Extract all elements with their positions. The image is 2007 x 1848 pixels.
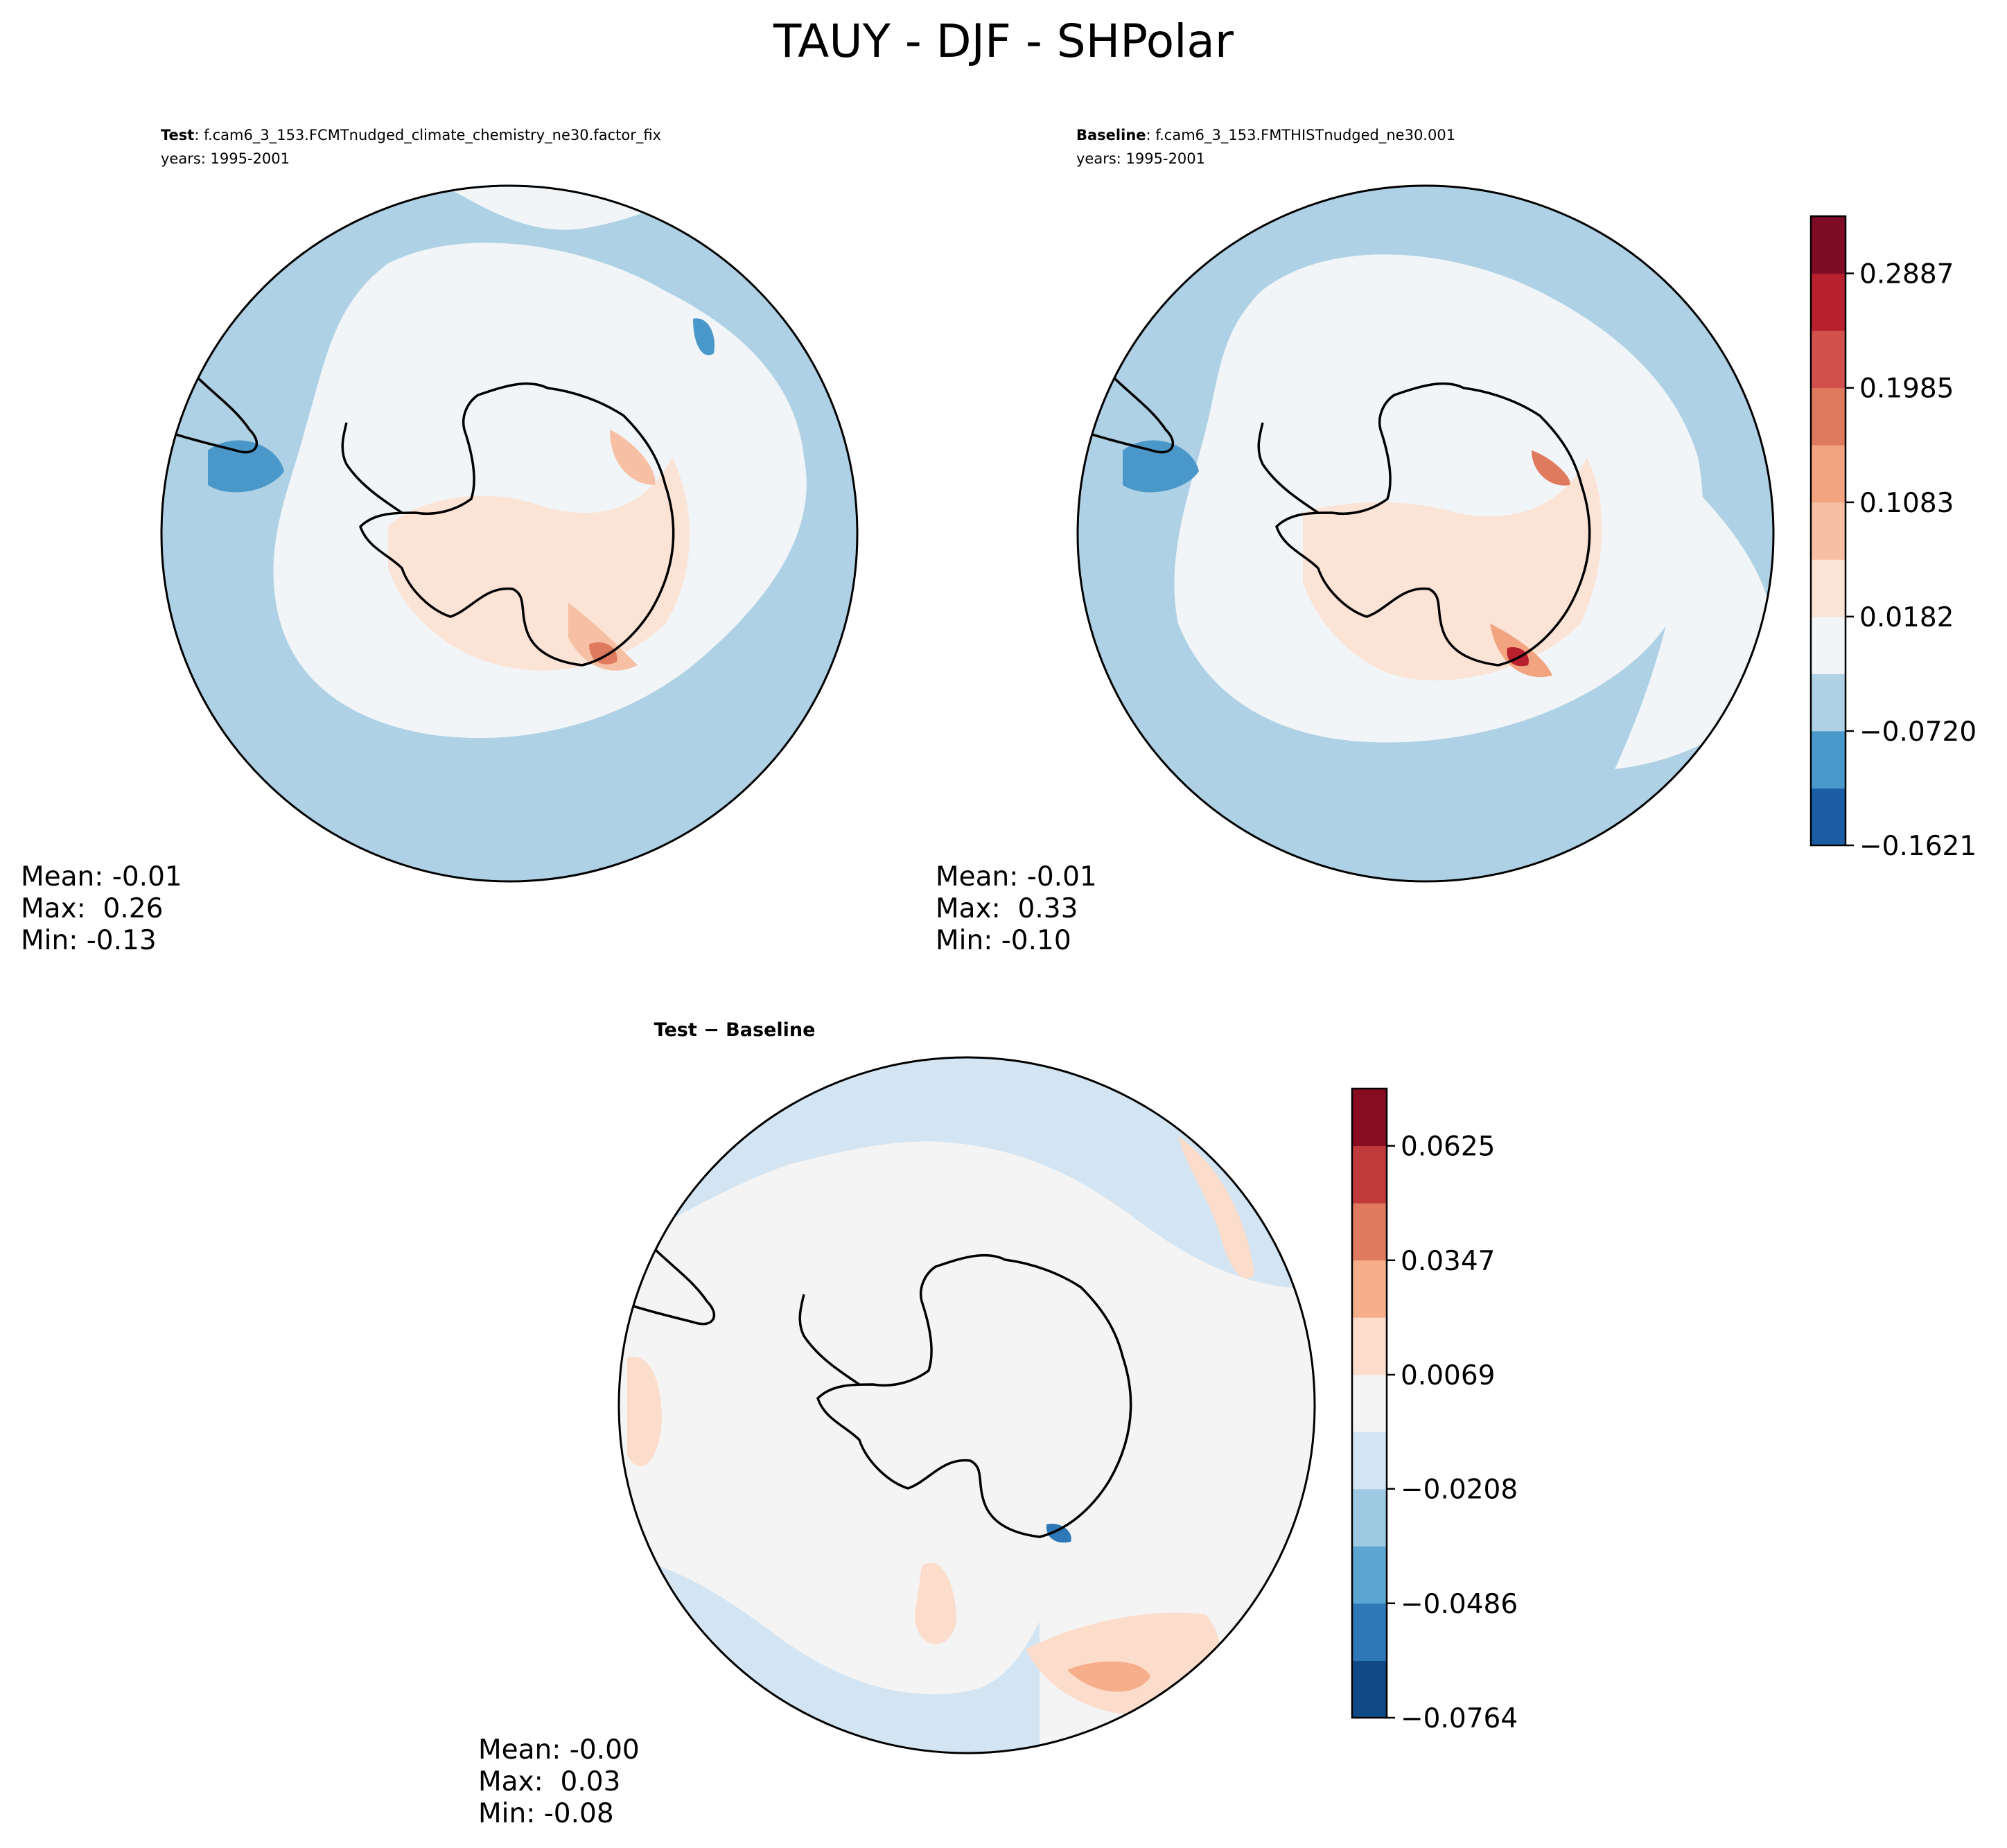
colorbar-diff-tick-label: −0.0486 [1401,1589,1518,1620]
colorbar-diff-segment [1352,1432,1387,1490]
colorbar-diff: −0.0764 −0.0486 −0.0208 0.0069 0.0347 0.0625 [1351,1087,1518,1734]
panel-test-label: Test: f.cam6_3_153.FCMTnudged_climate_ch… [161,127,661,144]
map-diff-south-america [619,1244,715,1326]
panel-diff-max: Max: 0.03 [478,1766,620,1797]
map-baseline-pos-east [1532,450,1570,486]
colorbar-main-tick-label: 0.0182 [1859,602,1954,633]
map-test-pos-east [610,430,656,485]
colorbar-main: −0.1621 −0.0720 0.0182 0.1083 0.1985 0.2887 [1809,215,1977,862]
panel-diff-min: Min: -0.08 [478,1798,614,1829]
map-test-near-zero-zone [273,243,807,739]
colorbar-main-tick-label: 0.1985 [1859,373,1954,405]
panel-test-mean: Mean: -0.01 [21,861,182,892]
map-test-neg-patch [208,440,284,493]
colorbar-diff-segment [1352,1145,1387,1204]
colorbar-diff-segment [1352,1260,1387,1318]
map-test-peninsula [341,422,403,514]
panel-baseline-years: years: 1995-2001 [1076,150,1205,167]
colorbar-diff-tick-label: 0.0625 [1401,1132,1495,1163]
map-diff-pos-ne [1178,1136,1254,1279]
map-diff-neg-band-north [619,1057,1315,1289]
colorbar-main-segment [1811,788,1846,846]
panel-baseline-label: Baseline: f.cam6_3_153.FMTHISTnudged_ne3… [1076,127,1455,144]
colorbar-diff-tick-label: 0.0347 [1401,1246,1495,1277]
figure-title: TAUY - DJF - SHPolar [773,15,1234,68]
map-test-pos-peak [589,642,617,665]
colorbar-main-segment [1811,273,1846,331]
map-diff-pos-peak [1067,1661,1150,1692]
panel-diff-label: Test − Baseline [654,1019,816,1041]
colorbar-main-tick-label: −0.0720 [1859,716,1977,748]
map-test-pos-zone-2 [568,603,638,671]
map-baseline [1078,186,1773,881]
panel-test-label-rest: : f.cam6_3_153.FCMTnudged_climate_chemis… [194,127,661,144]
colorbar-main-segment [1811,387,1846,446]
panel-test-max: Max: 0.26 [21,893,163,924]
panel-baseline: Baseline: f.cam6_3_153.FMTHISTnudged_ne3… [936,127,1775,956]
panel-baseline-label-rest: : f.cam6_3_153.FMTHISTnudged_ne30.001 [1146,127,1456,144]
map-baseline-boundary [1076,184,1775,883]
map-diff [619,1057,1315,1753]
panel-test-min: Min: -0.13 [21,925,157,956]
colorbar-main-tick-label: 0.1083 [1859,488,1954,519]
colorbar-diff-segment [1352,1546,1387,1604]
colorbar-main-tick-label: −0.1621 [1859,831,1977,862]
colorbar-diff-segment [1352,1089,1387,1147]
panel-baseline-mean: Mean: -0.01 [936,861,1097,892]
map-test-neg-patch-2 [693,318,715,355]
colorbar-diff-segment [1352,1660,1387,1718]
panel-baseline-label-bold: Baseline [1076,127,1146,143]
map-test [161,186,857,881]
map-baseline-neg-patch [1123,440,1199,493]
colorbar-diff-tick-label: −0.0764 [1401,1703,1518,1734]
map-test-antarctica [358,382,675,667]
panel-test: Test: f.cam6_3_153.FCMTnudged_climate_ch… [21,127,859,956]
colorbar-diff-segment [1352,1488,1387,1547]
map-baseline-peninsula [1257,422,1319,514]
panel-diff-mean: Mean: -0.00 [478,1734,640,1766]
colorbar-main-frame [1809,215,1847,847]
colorbar-diff-segment [1352,1603,1387,1661]
colorbar-main-segment [1811,216,1846,274]
map-test-south-america [161,373,258,454]
colorbar-main-segment [1811,730,1846,789]
colorbar-main-tick-label: 0.2887 [1859,259,1954,290]
colorbar-main-segment [1811,674,1846,732]
map-baseline-antarctica [1274,382,1591,667]
map-diff-neg-peak [1046,1524,1071,1543]
colorbar-diff-segment [1352,1317,1387,1375]
colorbar-main-segment [1811,559,1846,617]
map-baseline-south-america [1078,373,1174,454]
panel-diff: Test − Baseline Mean: -0.00 Max: 0.03 Mi… [478,1019,1316,1829]
map-diff-peninsula [798,1294,860,1386]
colorbar-diff-segment [1352,1374,1387,1432]
panel-test-label-bold: Test [161,127,194,143]
map-test-boundary [160,184,859,883]
panel-baseline-max: Max: 0.33 [936,893,1078,924]
colorbar-main-segment [1811,502,1846,560]
colorbar-diff-tick-label: 0.0069 [1401,1360,1495,1391]
panel-test-years: years: 1995-2001 [161,150,290,167]
map-diff-pos-sw [915,1563,956,1644]
map-diff-antarctica [816,1253,1132,1538]
map-diff-boundary [617,1056,1316,1754]
colorbar-main-segment [1811,616,1846,674]
map-baseline-pos-zone [1303,457,1602,680]
colorbar-diff-segment [1352,1203,1387,1261]
colorbar-diff-tick-label: −0.0208 [1401,1475,1518,1506]
map-test-pos-zone [388,457,690,671]
colorbar-main-segment [1811,445,1846,503]
colorbar-main-segment [1811,331,1846,389]
panel-baseline-min: Min: -0.10 [936,925,1071,956]
colorbar-diff-frame [1351,1087,1388,1719]
map-diff-pos-west [627,1357,662,1466]
